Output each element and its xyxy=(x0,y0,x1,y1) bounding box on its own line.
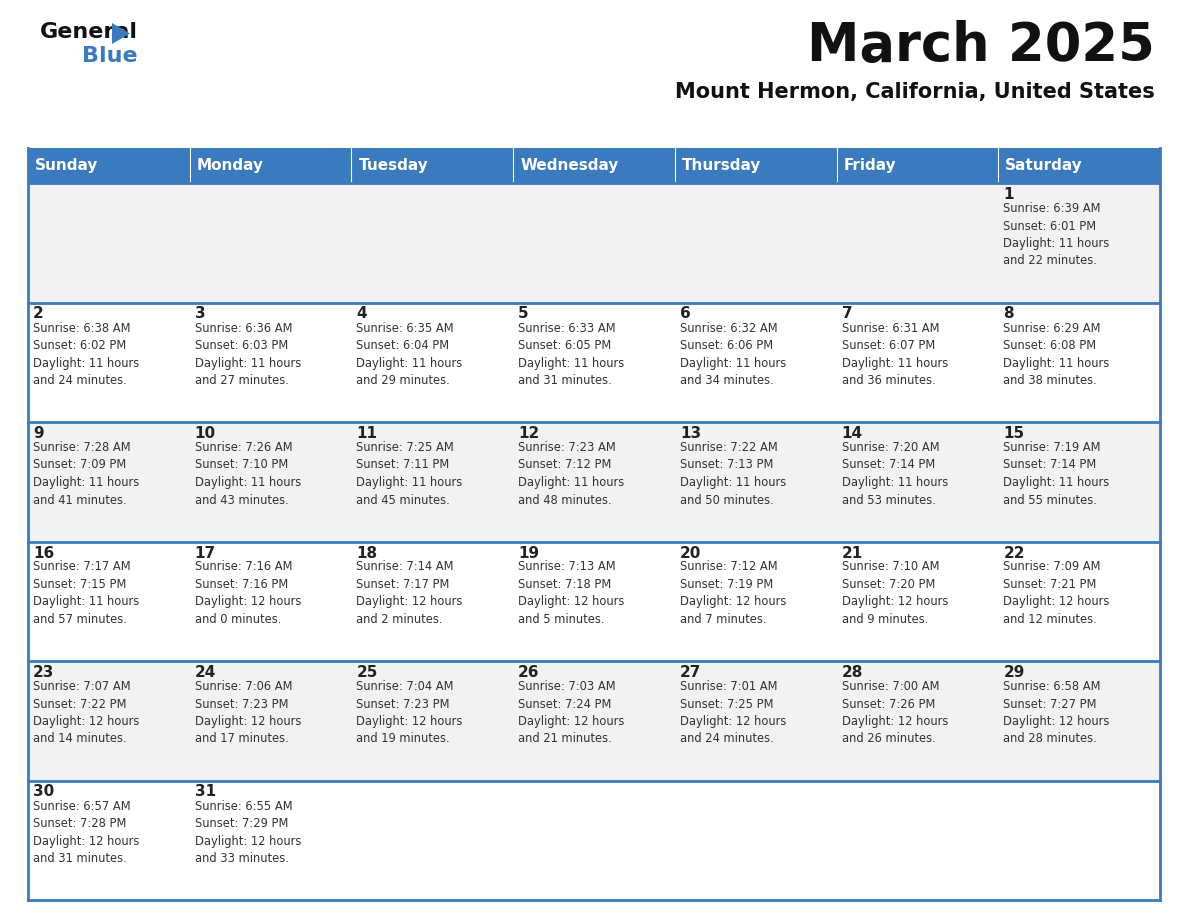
Text: 11: 11 xyxy=(356,426,378,441)
Text: March 2025: March 2025 xyxy=(808,20,1155,72)
Text: Sunrise: 7:16 AM
Sunset: 7:16 PM
Daylight: 12 hours
and 0 minutes.: Sunrise: 7:16 AM Sunset: 7:16 PM Dayligh… xyxy=(195,561,301,626)
Bar xyxy=(190,148,352,183)
Text: Wednesday: Wednesday xyxy=(520,158,619,173)
Text: Sunrise: 7:26 AM
Sunset: 7:10 PM
Daylight: 11 hours
and 43 minutes.: Sunrise: 7:26 AM Sunset: 7:10 PM Dayligh… xyxy=(195,441,301,507)
Bar xyxy=(352,148,513,183)
Text: Sunrise: 7:04 AM
Sunset: 7:23 PM
Daylight: 12 hours
and 19 minutes.: Sunrise: 7:04 AM Sunset: 7:23 PM Dayligh… xyxy=(356,680,463,745)
Bar xyxy=(29,661,1159,780)
Text: 1: 1 xyxy=(1004,187,1013,202)
Bar xyxy=(29,780,1159,900)
Text: 14: 14 xyxy=(841,426,862,441)
Text: Friday: Friday xyxy=(843,158,896,173)
Text: Sunrise: 7:12 AM
Sunset: 7:19 PM
Daylight: 12 hours
and 7 minutes.: Sunrise: 7:12 AM Sunset: 7:19 PM Dayligh… xyxy=(680,561,786,626)
Text: 26: 26 xyxy=(518,665,539,680)
Text: 17: 17 xyxy=(195,545,216,561)
Text: Sunrise: 7:20 AM
Sunset: 7:14 PM
Daylight: 11 hours
and 53 minutes.: Sunrise: 7:20 AM Sunset: 7:14 PM Dayligh… xyxy=(841,441,948,507)
Text: Thursday: Thursday xyxy=(682,158,762,173)
Text: 9: 9 xyxy=(33,426,44,441)
Text: 18: 18 xyxy=(356,545,378,561)
Bar xyxy=(29,183,1159,303)
Text: 3: 3 xyxy=(195,307,206,321)
Text: Sunrise: 6:58 AM
Sunset: 7:27 PM
Daylight: 12 hours
and 28 minutes.: Sunrise: 6:58 AM Sunset: 7:27 PM Dayligh… xyxy=(1004,680,1110,745)
Bar xyxy=(836,148,998,183)
Bar xyxy=(675,148,836,183)
Text: Sunrise: 7:22 AM
Sunset: 7:13 PM
Daylight: 11 hours
and 50 minutes.: Sunrise: 7:22 AM Sunset: 7:13 PM Dayligh… xyxy=(680,441,786,507)
Text: Sunrise: 7:17 AM
Sunset: 7:15 PM
Daylight: 11 hours
and 57 minutes.: Sunrise: 7:17 AM Sunset: 7:15 PM Dayligh… xyxy=(33,561,139,626)
Text: Sunrise: 7:14 AM
Sunset: 7:17 PM
Daylight: 12 hours
and 2 minutes.: Sunrise: 7:14 AM Sunset: 7:17 PM Dayligh… xyxy=(356,561,463,626)
Text: 23: 23 xyxy=(33,665,55,680)
Text: 27: 27 xyxy=(680,665,701,680)
Text: Sunrise: 6:38 AM
Sunset: 6:02 PM
Daylight: 11 hours
and 24 minutes.: Sunrise: 6:38 AM Sunset: 6:02 PM Dayligh… xyxy=(33,321,139,387)
Text: 25: 25 xyxy=(356,665,378,680)
Text: 10: 10 xyxy=(195,426,216,441)
Text: 15: 15 xyxy=(1004,426,1024,441)
Text: 29: 29 xyxy=(1004,665,1025,680)
Text: Sunrise: 6:33 AM
Sunset: 6:05 PM
Daylight: 11 hours
and 31 minutes.: Sunrise: 6:33 AM Sunset: 6:05 PM Dayligh… xyxy=(518,321,625,387)
Text: Sunrise: 7:19 AM
Sunset: 7:14 PM
Daylight: 11 hours
and 55 minutes.: Sunrise: 7:19 AM Sunset: 7:14 PM Dayligh… xyxy=(1004,441,1110,507)
Text: Sunrise: 7:07 AM
Sunset: 7:22 PM
Daylight: 12 hours
and 14 minutes.: Sunrise: 7:07 AM Sunset: 7:22 PM Dayligh… xyxy=(33,680,139,745)
Text: Sunrise: 7:00 AM
Sunset: 7:26 PM
Daylight: 12 hours
and 26 minutes.: Sunrise: 7:00 AM Sunset: 7:26 PM Dayligh… xyxy=(841,680,948,745)
Text: Tuesday: Tuesday xyxy=(359,158,428,173)
Bar xyxy=(29,422,1159,542)
Text: Sunrise: 6:32 AM
Sunset: 6:06 PM
Daylight: 11 hours
and 34 minutes.: Sunrise: 6:32 AM Sunset: 6:06 PM Dayligh… xyxy=(680,321,786,387)
Text: 31: 31 xyxy=(195,785,216,800)
Text: Sunrise: 6:29 AM
Sunset: 6:08 PM
Daylight: 11 hours
and 38 minutes.: Sunrise: 6:29 AM Sunset: 6:08 PM Dayligh… xyxy=(1004,321,1110,387)
Text: Sunrise: 6:39 AM
Sunset: 6:01 PM
Daylight: 11 hours
and 22 minutes.: Sunrise: 6:39 AM Sunset: 6:01 PM Dayligh… xyxy=(1004,202,1110,267)
Text: Sunrise: 7:13 AM
Sunset: 7:18 PM
Daylight: 12 hours
and 5 minutes.: Sunrise: 7:13 AM Sunset: 7:18 PM Dayligh… xyxy=(518,561,625,626)
Text: Sunrise: 6:31 AM
Sunset: 6:07 PM
Daylight: 11 hours
and 36 minutes.: Sunrise: 6:31 AM Sunset: 6:07 PM Dayligh… xyxy=(841,321,948,387)
Text: 30: 30 xyxy=(33,785,55,800)
Text: Sunrise: 7:03 AM
Sunset: 7:24 PM
Daylight: 12 hours
and 21 minutes.: Sunrise: 7:03 AM Sunset: 7:24 PM Dayligh… xyxy=(518,680,625,745)
Bar xyxy=(29,542,1159,661)
Text: 5: 5 xyxy=(518,307,529,321)
Text: Sunday: Sunday xyxy=(34,158,99,173)
Text: Sunrise: 7:06 AM
Sunset: 7:23 PM
Daylight: 12 hours
and 17 minutes.: Sunrise: 7:06 AM Sunset: 7:23 PM Dayligh… xyxy=(195,680,301,745)
Text: 12: 12 xyxy=(518,426,539,441)
Text: Sunrise: 7:09 AM
Sunset: 7:21 PM
Daylight: 12 hours
and 12 minutes.: Sunrise: 7:09 AM Sunset: 7:21 PM Dayligh… xyxy=(1004,561,1110,626)
Text: Saturday: Saturday xyxy=(1005,158,1083,173)
Bar xyxy=(998,148,1159,183)
Text: Sunrise: 7:28 AM
Sunset: 7:09 PM
Daylight: 11 hours
and 41 minutes.: Sunrise: 7:28 AM Sunset: 7:09 PM Dayligh… xyxy=(33,441,139,507)
Text: Sunrise: 6:57 AM
Sunset: 7:28 PM
Daylight: 12 hours
and 31 minutes.: Sunrise: 6:57 AM Sunset: 7:28 PM Dayligh… xyxy=(33,800,139,865)
Text: 19: 19 xyxy=(518,545,539,561)
Text: Sunrise: 6:36 AM
Sunset: 6:03 PM
Daylight: 11 hours
and 27 minutes.: Sunrise: 6:36 AM Sunset: 6:03 PM Dayligh… xyxy=(195,321,301,387)
Bar xyxy=(29,148,190,183)
Text: 20: 20 xyxy=(680,545,701,561)
Text: 13: 13 xyxy=(680,426,701,441)
Text: 16: 16 xyxy=(33,545,55,561)
Text: Mount Hermon, California, United States: Mount Hermon, California, United States xyxy=(675,82,1155,102)
Text: General: General xyxy=(40,22,138,42)
Text: 4: 4 xyxy=(356,307,367,321)
Text: Sunrise: 6:35 AM
Sunset: 6:04 PM
Daylight: 11 hours
and 29 minutes.: Sunrise: 6:35 AM Sunset: 6:04 PM Dayligh… xyxy=(356,321,462,387)
Text: 6: 6 xyxy=(680,307,690,321)
Text: Sunrise: 6:55 AM
Sunset: 7:29 PM
Daylight: 12 hours
and 33 minutes.: Sunrise: 6:55 AM Sunset: 7:29 PM Dayligh… xyxy=(195,800,301,865)
Text: 7: 7 xyxy=(841,307,852,321)
Text: 2: 2 xyxy=(33,307,44,321)
Text: Blue: Blue xyxy=(82,46,138,66)
Text: 22: 22 xyxy=(1004,545,1025,561)
Text: 24: 24 xyxy=(195,665,216,680)
Text: Sunrise: 7:23 AM
Sunset: 7:12 PM
Daylight: 11 hours
and 48 minutes.: Sunrise: 7:23 AM Sunset: 7:12 PM Dayligh… xyxy=(518,441,625,507)
Bar xyxy=(513,148,675,183)
Text: 28: 28 xyxy=(841,665,862,680)
Text: Sunrise: 7:10 AM
Sunset: 7:20 PM
Daylight: 12 hours
and 9 minutes.: Sunrise: 7:10 AM Sunset: 7:20 PM Dayligh… xyxy=(841,561,948,626)
Bar xyxy=(29,303,1159,422)
Text: Sunrise: 7:01 AM
Sunset: 7:25 PM
Daylight: 12 hours
and 24 minutes.: Sunrise: 7:01 AM Sunset: 7:25 PM Dayligh… xyxy=(680,680,786,745)
Polygon shape xyxy=(112,23,129,44)
Text: 8: 8 xyxy=(1004,307,1013,321)
Text: 21: 21 xyxy=(841,545,862,561)
Text: Monday: Monday xyxy=(197,158,264,173)
Text: Sunrise: 7:25 AM
Sunset: 7:11 PM
Daylight: 11 hours
and 45 minutes.: Sunrise: 7:25 AM Sunset: 7:11 PM Dayligh… xyxy=(356,441,462,507)
